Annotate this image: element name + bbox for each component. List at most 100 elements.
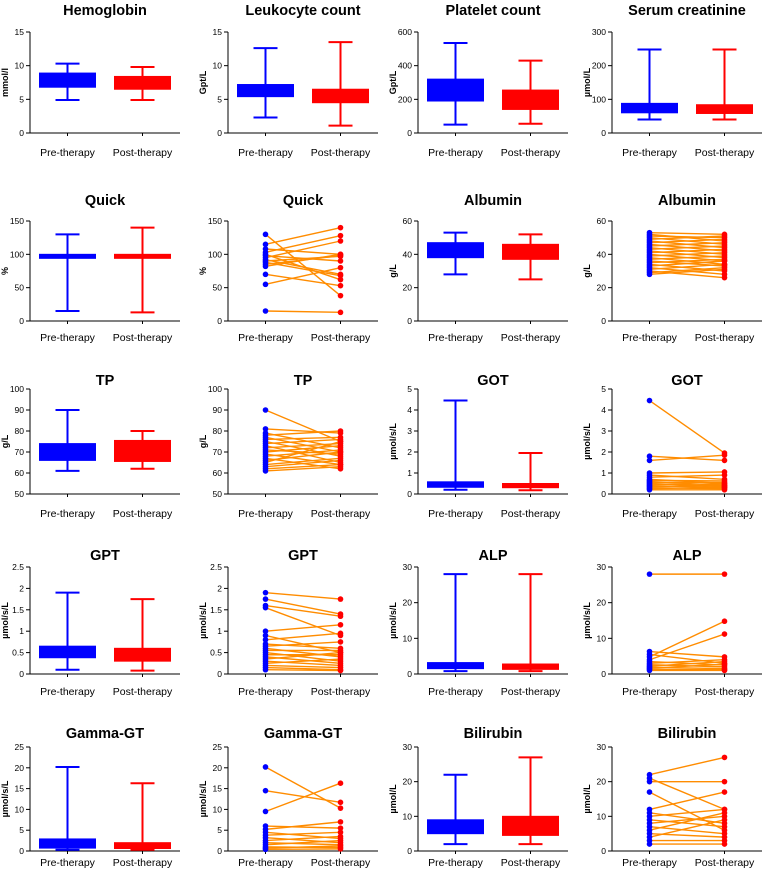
x-category-label: Post-therapy (501, 332, 561, 344)
x-category-label: Post-therapy (311, 332, 371, 344)
box-pre-therapy (40, 64, 96, 100)
point-post (338, 252, 344, 258)
y-tick-label: 10 (597, 633, 607, 643)
y-tick-label: 20 (213, 763, 223, 773)
pair-line (650, 621, 725, 657)
y-tick-label: 0 (217, 316, 222, 326)
y-tick-label: 0 (601, 128, 606, 138)
panel-title: Bilirubin (464, 726, 523, 742)
y-tick-label: 3 (601, 426, 606, 436)
iqr-box (622, 103, 678, 112)
iqr-box (503, 244, 559, 259)
x-category-label: Pre-therapy (622, 508, 678, 520)
point-pre (263, 590, 269, 596)
y-tick-label: 200 (592, 61, 606, 71)
panel-title: Gamma-GT (264, 726, 342, 742)
y-tick-label: 100 (10, 384, 24, 394)
y-tick-label: 4 (407, 405, 412, 415)
point-pre (263, 232, 269, 238)
y-axis-label: % (198, 267, 208, 275)
y-tick-label: 0 (407, 316, 412, 326)
y-tick-label: 1 (601, 468, 606, 478)
y-tick-label: 1.5 (210, 605, 222, 615)
point-post (722, 618, 728, 624)
y-tick-label: 20 (597, 598, 607, 608)
y-axis-label: µmol/L (388, 784, 398, 814)
x-category-label: Post-therapy (311, 857, 371, 869)
y-tick-label: 10 (213, 61, 223, 71)
box-post-therapy (697, 50, 753, 120)
point-post (338, 780, 344, 786)
point-post (722, 458, 728, 464)
point-pre (263, 847, 269, 853)
point-post (722, 571, 728, 577)
x-category-label: Pre-therapy (40, 857, 96, 869)
point-post (338, 273, 344, 279)
point-pre (263, 596, 269, 602)
pair-line (266, 791, 341, 803)
x-category-label: Pre-therapy (622, 332, 678, 344)
iqr-box (428, 79, 484, 101)
y-tick-label: 50 (213, 489, 223, 499)
pair-line (650, 253, 725, 256)
x-category-label: Pre-therapy (238, 686, 294, 698)
y-tick-label: 80 (15, 426, 25, 436)
y-tick-label: 15 (15, 27, 25, 37)
box-pre-therapy (428, 233, 484, 275)
paired-lines (263, 590, 344, 673)
box-post-therapy (503, 234, 559, 279)
point-post (338, 819, 344, 825)
y-tick-label: 0 (217, 128, 222, 138)
x-category-label: Pre-therapy (40, 508, 96, 520)
y-axis-label: µmol/s/L (582, 602, 592, 639)
y-tick-label: 15 (213, 784, 223, 794)
point-post (338, 283, 344, 289)
y-tick-label: 600 (398, 27, 412, 37)
pair-line (650, 472, 725, 473)
y-tick-label: 60 (15, 468, 25, 478)
pair-line (266, 437, 341, 439)
panel-title: TP (96, 373, 115, 389)
point-post (338, 800, 344, 806)
point-pre (647, 841, 653, 847)
panel-title: GPT (90, 548, 120, 564)
y-axis-label: µmol/s/L (388, 602, 398, 639)
y-tick-label: 2 (217, 583, 222, 593)
y-tick-label: 0 (601, 669, 606, 679)
y-axis-label: µmol/s/L (198, 780, 208, 817)
x-category-label: Pre-therapy (428, 686, 484, 698)
pair-line (650, 246, 725, 249)
y-axis-label: µmol/L (582, 67, 592, 97)
box-pre-therapy (428, 775, 484, 844)
y-tick-label: 60 (213, 468, 223, 478)
point-pre (647, 272, 653, 278)
point-post (338, 238, 344, 244)
x-category-label: Post-therapy (695, 686, 755, 698)
x-category-label: Pre-therapy (238, 508, 294, 520)
y-tick-label: 10 (213, 804, 223, 814)
y-tick-label: 3 (407, 426, 412, 436)
iqr-box (40, 839, 96, 848)
point-post (338, 225, 344, 231)
y-axis-label: % (0, 267, 10, 275)
point-post (338, 668, 344, 674)
panel-title: Quick (85, 193, 126, 209)
point-pre (647, 398, 653, 404)
y-tick-label: 0 (407, 128, 412, 138)
panel-title: Albumin (658, 193, 716, 209)
x-category-label: Post-therapy (501, 508, 561, 520)
pair-line (266, 593, 341, 599)
y-tick-label: 20 (597, 283, 607, 293)
point-post (722, 817, 728, 823)
y-tick-label: 0 (217, 669, 222, 679)
y-tick-label: 80 (213, 426, 223, 436)
y-tick-label: 5 (407, 384, 412, 394)
point-post (338, 846, 344, 852)
x-category-label: Post-therapy (113, 147, 173, 159)
y-axis-label: g/L (198, 434, 208, 448)
x-category-label: Post-therapy (311, 147, 371, 159)
x-category-label: Post-therapy (311, 686, 371, 698)
